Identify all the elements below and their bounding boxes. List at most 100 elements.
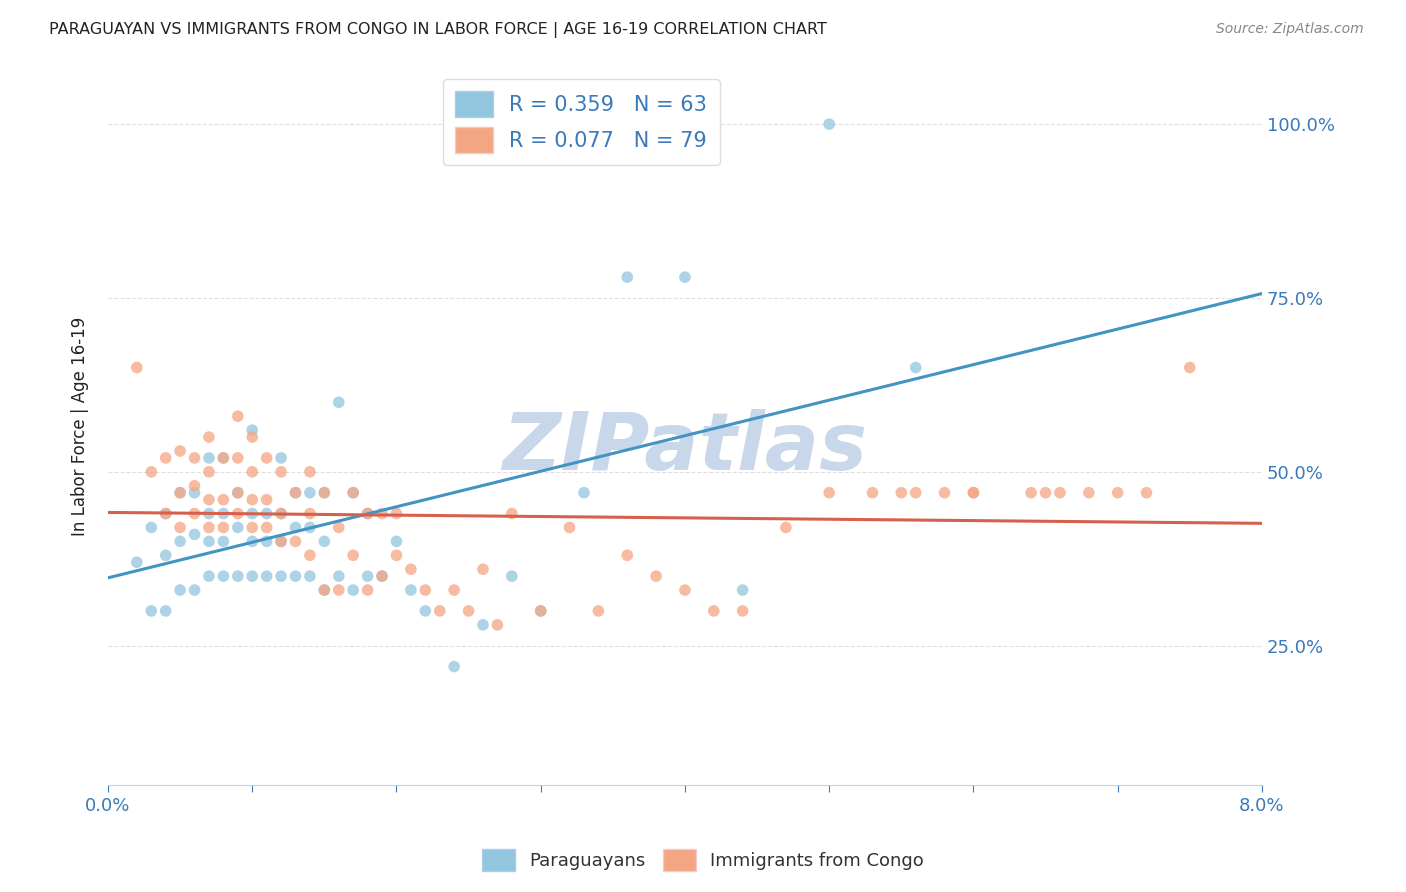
Point <box>256 520 278 534</box>
Point <box>356 582 378 597</box>
Point <box>472 617 495 632</box>
Point <box>328 582 350 597</box>
Point <box>371 569 394 583</box>
Point <box>183 582 205 597</box>
Point <box>240 507 263 521</box>
Point <box>356 569 378 583</box>
Point <box>904 485 927 500</box>
Point <box>1077 485 1099 500</box>
Point <box>862 485 884 500</box>
Point <box>342 485 364 500</box>
Point <box>314 485 336 500</box>
Point <box>385 507 408 521</box>
Point <box>212 569 235 583</box>
Point <box>703 604 725 618</box>
Point <box>125 360 148 375</box>
Point <box>183 479 205 493</box>
Point <box>731 582 754 597</box>
Point <box>904 360 927 375</box>
Point <box>486 617 509 632</box>
Point <box>342 582 364 597</box>
Point <box>616 549 638 563</box>
Point <box>240 465 263 479</box>
Point <box>731 604 754 618</box>
Point <box>429 604 451 618</box>
Point <box>328 520 350 534</box>
Point <box>155 450 177 465</box>
Point <box>934 485 956 500</box>
Point <box>501 569 523 583</box>
Point <box>472 562 495 576</box>
Point <box>1035 485 1057 500</box>
Point <box>890 485 912 500</box>
Point <box>212 450 235 465</box>
Point <box>240 534 263 549</box>
Point <box>328 569 350 583</box>
Point <box>256 492 278 507</box>
Point <box>141 604 163 618</box>
Point <box>399 562 422 576</box>
Point <box>314 582 336 597</box>
Point <box>270 465 292 479</box>
Point <box>616 270 638 285</box>
Point <box>1178 360 1201 375</box>
Point <box>169 582 191 597</box>
Point <box>673 270 696 285</box>
Point <box>385 534 408 549</box>
Point <box>240 492 263 507</box>
Point <box>155 604 177 618</box>
Point <box>314 582 336 597</box>
Point <box>155 507 177 521</box>
Point <box>558 520 581 534</box>
Point <box>530 604 553 618</box>
Point <box>270 569 292 583</box>
Point <box>212 534 235 549</box>
Point <box>371 569 394 583</box>
Point <box>314 485 336 500</box>
Point <box>169 485 191 500</box>
Point <box>314 534 336 549</box>
Legend: R = 0.359   N = 63, R = 0.077   N = 79: R = 0.359 N = 63, R = 0.077 N = 79 <box>443 78 720 165</box>
Point <box>198 492 221 507</box>
Point <box>141 465 163 479</box>
Point <box>212 507 235 521</box>
Point <box>1107 485 1129 500</box>
Point <box>226 409 249 424</box>
Point <box>240 430 263 444</box>
Point <box>198 569 221 583</box>
Point <box>385 549 408 563</box>
Point <box>413 582 436 597</box>
Point <box>226 450 249 465</box>
Point <box>298 465 321 479</box>
Point <box>212 492 235 507</box>
Point <box>962 485 984 500</box>
Point <box>284 534 307 549</box>
Point <box>183 485 205 500</box>
Point <box>775 520 797 534</box>
Point <box>155 507 177 521</box>
Point <box>212 450 235 465</box>
Point <box>198 534 221 549</box>
Point <box>270 450 292 465</box>
Point <box>962 485 984 500</box>
Point <box>270 507 292 521</box>
Point <box>270 534 292 549</box>
Point <box>818 485 841 500</box>
Point <box>399 582 422 597</box>
Point <box>240 520 263 534</box>
Point <box>284 569 307 583</box>
Point <box>501 507 523 521</box>
Point <box>298 485 321 500</box>
Point <box>328 395 350 409</box>
Point <box>256 534 278 549</box>
Point <box>443 659 465 673</box>
Point <box>256 569 278 583</box>
Point <box>413 604 436 618</box>
Point <box>443 582 465 597</box>
Point <box>226 485 249 500</box>
Point <box>588 604 610 618</box>
Point <box>198 507 221 521</box>
Point <box>125 555 148 569</box>
Point <box>183 450 205 465</box>
Point <box>198 465 221 479</box>
